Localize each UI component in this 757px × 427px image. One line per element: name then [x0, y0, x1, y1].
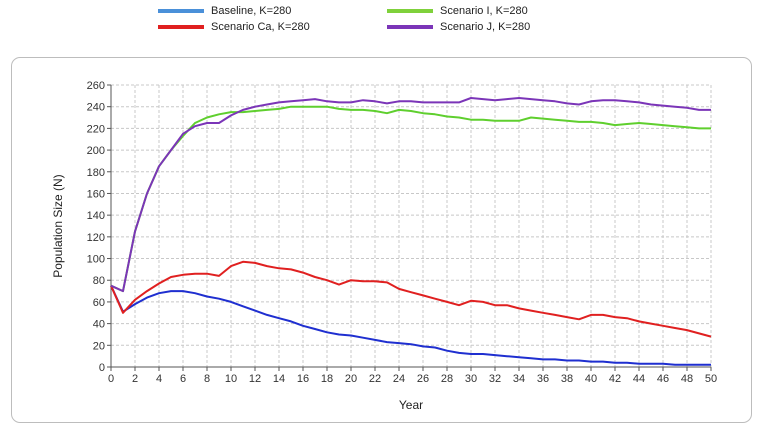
- x-tick-label: 16: [297, 373, 309, 385]
- x-tick-label: 36: [537, 373, 549, 385]
- y-tick-label: 80: [93, 275, 105, 287]
- y-tick-label: 20: [93, 340, 105, 352]
- legend-label-baseline: Baseline, K=280: [211, 5, 292, 17]
- legend-item-scenario-ca: Scenario Ca, K=280: [158, 21, 310, 33]
- x-tick-label: 50: [705, 373, 717, 385]
- y-tick-label: 140: [87, 210, 105, 222]
- x-tick-label: 48: [681, 373, 693, 385]
- x-tick-label: 12: [249, 373, 261, 385]
- x-tick-label: 6: [180, 373, 186, 385]
- x-tick-label: 0: [108, 373, 114, 385]
- chart-legend: Baseline, K=280 Scenario Ca, K=280 Scena…: [0, 0, 757, 44]
- legend-label-scenario-ca: Scenario Ca, K=280: [211, 21, 310, 33]
- x-tick-label: 18: [321, 373, 333, 385]
- x-axis-title: Year: [399, 398, 423, 412]
- x-tick-label: 28: [441, 373, 453, 385]
- legend-swatch-scenario-ca: [158, 25, 204, 29]
- x-tick-label: 20: [345, 373, 357, 385]
- grid-layer: [111, 84, 712, 367]
- x-tick-label: 14: [273, 373, 285, 385]
- x-tick-label: 24: [393, 373, 405, 385]
- y-tick-label: 100: [87, 254, 105, 266]
- legend-item-baseline: Baseline, K=280: [158, 5, 291, 17]
- series-line-scenario-i-k-280: [110, 105, 711, 293]
- y-tick-label: 40: [93, 319, 105, 331]
- x-tick-label: 22: [369, 373, 381, 385]
- y-tick-label: 220: [87, 123, 105, 135]
- y-tick-label: 240: [87, 102, 105, 114]
- legend-item-scenario-j: Scenario J, K=280: [387, 21, 530, 33]
- y-axis-title: Population Size (N): [51, 174, 65, 277]
- x-tick-label: 32: [489, 373, 501, 385]
- x-tick-label: 44: [633, 373, 645, 385]
- y-tick-label: 60: [93, 297, 105, 309]
- series-line-baseline-k-280: [110, 285, 711, 366]
- legend-label-scenario-i: Scenario I, K=280: [440, 5, 528, 17]
- x-tick-label: 30: [465, 373, 477, 385]
- series-line-scenario-j-k-280: [110, 97, 711, 293]
- x-tick-label: 46: [657, 373, 669, 385]
- x-tick-label: 10: [225, 373, 237, 385]
- legend-swatch-scenario-i: [387, 9, 433, 13]
- x-tick-label: 38: [561, 373, 573, 385]
- series-layer: [110, 97, 712, 366]
- x-tick-label: 26: [417, 373, 429, 385]
- y-tick-label: 160: [87, 188, 105, 200]
- legend-item-scenario-i: Scenario I, K=280: [387, 5, 528, 17]
- x-tick-label: 8: [204, 373, 210, 385]
- series-line-scenario-ca-k-280: [110, 260, 712, 338]
- y-tick-label: 0: [99, 362, 105, 374]
- x-tick-label: 4: [156, 373, 162, 385]
- y-tick-label: 200: [87, 145, 105, 157]
- x-tick-label: 40: [585, 373, 597, 385]
- y-tick-label: 120: [87, 232, 105, 244]
- x-tick-label: 34: [513, 373, 525, 385]
- legend-swatch-scenario-j: [387, 25, 433, 29]
- x-tick-label: 42: [609, 373, 621, 385]
- y-tick-label: 260: [87, 80, 105, 92]
- legend-label-scenario-j: Scenario J, K=280: [440, 21, 531, 33]
- y-tick-label: 180: [87, 167, 105, 179]
- legend-swatch-baseline: [158, 9, 204, 13]
- x-tick-label: 2: [132, 373, 138, 385]
